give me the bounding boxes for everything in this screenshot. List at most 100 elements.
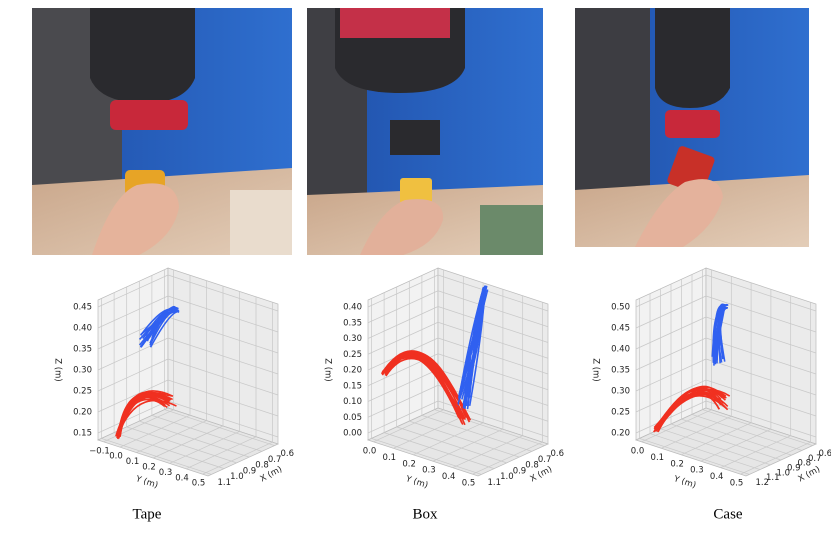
grid-line bbox=[164, 409, 275, 446]
grid-line bbox=[101, 438, 212, 475]
y-tick-label: 0.4 bbox=[710, 472, 724, 482]
y-axis-label: Y (m) bbox=[404, 474, 430, 491]
grid-line bbox=[367, 274, 439, 308]
z-tick-label: 0.35 bbox=[343, 318, 362, 328]
trajectory bbox=[385, 352, 463, 418]
z-tick-label: 0.20 bbox=[343, 366, 362, 376]
z-axis-label: Z (m) bbox=[53, 358, 63, 381]
photo-tape bbox=[32, 8, 292, 255]
y-axis-label: Y (m) bbox=[672, 474, 698, 491]
y-tick-label: 0.1 bbox=[126, 457, 140, 467]
grid-line bbox=[367, 400, 439, 434]
trajectory bbox=[115, 393, 173, 437]
grid-line bbox=[702, 409, 813, 446]
z-tick-label: 0.30 bbox=[73, 366, 92, 376]
z-tick-label: 0.45 bbox=[611, 324, 630, 334]
y-tick-label: 0.1 bbox=[651, 453, 665, 463]
z-tick-label: 0.35 bbox=[73, 345, 92, 355]
x-tick-label: 0.7 bbox=[538, 455, 552, 465]
grid-line bbox=[113, 432, 225, 469]
grid-line bbox=[691, 414, 803, 451]
grid-line bbox=[705, 358, 817, 396]
y-tick-label: 0.2 bbox=[142, 463, 156, 473]
grid-line bbox=[126, 426, 237, 464]
grid-line bbox=[97, 337, 169, 371]
grid-line bbox=[437, 290, 549, 328]
plot-3d: 0.00 0.05 0.10 0.15 0.20 0.25 0.30 0.35 0.40 0.0 0… bbox=[323, 267, 564, 491]
y-tick-label: 0.5 bbox=[730, 479, 744, 489]
grid-line bbox=[437, 306, 549, 343]
y-tick-label: 0.0 bbox=[631, 446, 645, 456]
grid-line bbox=[705, 379, 817, 417]
z-tick-label: 0.25 bbox=[343, 350, 362, 360]
y-tick-label: 0.4 bbox=[175, 473, 189, 483]
grid-line bbox=[434, 409, 545, 446]
z-tick-label: 0.15 bbox=[73, 429, 92, 439]
grid-line bbox=[367, 290, 439, 324]
z-tick-label: 0.50 bbox=[611, 303, 630, 313]
grid-line bbox=[705, 337, 817, 375]
trajectory bbox=[140, 308, 176, 336]
grid-line bbox=[705, 316, 817, 354]
z-tick-label: 0.00 bbox=[343, 429, 362, 439]
grid-line bbox=[437, 384, 549, 422]
y-tick-label: 0.4 bbox=[442, 472, 456, 482]
grid-line bbox=[367, 321, 439, 355]
grid-line bbox=[681, 418, 792, 456]
trajectory bbox=[142, 308, 178, 346]
trajectory bbox=[654, 390, 720, 430]
panel-caption: Tape bbox=[133, 506, 162, 522]
grid-line bbox=[185, 436, 257, 470]
grid-line bbox=[103, 409, 174, 443]
grid-line bbox=[705, 295, 817, 333]
grid-line bbox=[97, 400, 169, 434]
z-tick-label: 0.40 bbox=[343, 303, 362, 313]
grid-line bbox=[367, 384, 439, 418]
plot-3d: 0.20 0.25 0.30 0.35 0.40 0.45 0.50 0.0 0.1 0.2 0.3… bbox=[591, 267, 831, 491]
grid-line bbox=[437, 337, 549, 375]
grid-line bbox=[660, 428, 771, 466]
x-tick-label: 0.9 bbox=[513, 466, 527, 476]
grid-line bbox=[639, 438, 750, 475]
x-tick-label: 1.0 bbox=[777, 468, 791, 478]
z-tick-label: 0.45 bbox=[73, 303, 92, 313]
panel-caption: Box bbox=[412, 506, 438, 522]
trajectory bbox=[718, 303, 725, 360]
grid-line bbox=[139, 420, 250, 458]
y-tick-label: −0.1 bbox=[89, 446, 110, 456]
z-tick-label: 0.15 bbox=[343, 381, 362, 391]
grid-line bbox=[371, 438, 482, 475]
plot-3d: 0.150.200.250.300.350.400.45−0.10.00.10.… bbox=[53, 267, 294, 491]
grid-line bbox=[393, 415, 464, 449]
z-axis-label: Z (m) bbox=[591, 358, 601, 381]
trajectory bbox=[384, 354, 465, 420]
z-tick-label: 0.20 bbox=[611, 429, 630, 439]
y-tick-label: 0.1 bbox=[383, 453, 397, 463]
grid-line bbox=[119, 414, 191, 448]
z-tick-label: 0.20 bbox=[73, 408, 92, 418]
grid-line bbox=[373, 409, 444, 443]
grid-line bbox=[437, 369, 549, 406]
y-tick-label: 0.2 bbox=[402, 459, 416, 469]
y-axis-label: Y (m) bbox=[134, 474, 160, 491]
x-tick-label: 1.1 bbox=[488, 478, 502, 488]
grid-line bbox=[421, 415, 533, 452]
x-tick-label: 0.9 bbox=[243, 466, 257, 476]
grid-line bbox=[409, 420, 520, 458]
grid-line bbox=[202, 441, 273, 475]
grid-line bbox=[97, 295, 169, 329]
grid-line bbox=[437, 321, 549, 359]
x-tick-label: 0.7 bbox=[268, 455, 282, 465]
z-tick-label: 0.40 bbox=[73, 324, 92, 334]
grid-line bbox=[432, 428, 504, 462]
trajectory bbox=[384, 355, 460, 419]
grid-line bbox=[705, 274, 817, 312]
grid-line bbox=[412, 422, 484, 456]
y-tick-label: 0.3 bbox=[159, 468, 173, 478]
grid-line bbox=[472, 441, 543, 475]
x-tick-label: 1.1 bbox=[218, 478, 232, 488]
z-tick-label: 0.30 bbox=[611, 387, 630, 397]
grid-line bbox=[136, 420, 207, 453]
x-tick-label: 0.6 bbox=[819, 449, 831, 459]
